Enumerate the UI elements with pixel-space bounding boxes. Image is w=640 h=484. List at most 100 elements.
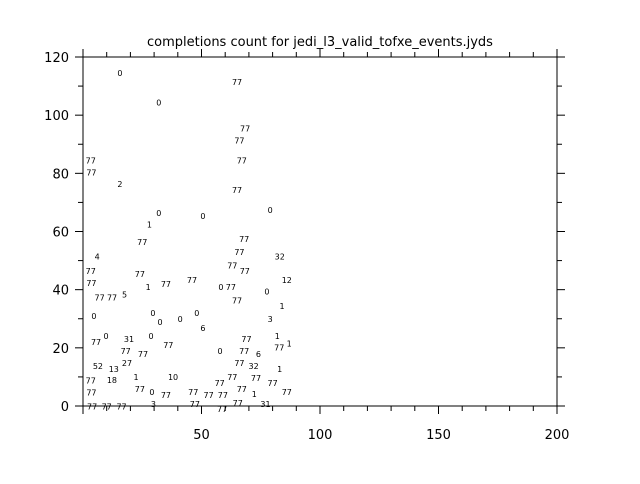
data-point-label: 31 (260, 400, 270, 409)
data-point-label: 77 (94, 293, 104, 302)
data-point-label: 0 (156, 209, 161, 218)
data-point-label: 77 (232, 78, 242, 87)
data-point-label: 77 (204, 391, 214, 400)
data-point-label: 77 (121, 347, 131, 356)
data-point-label: 77 (232, 186, 242, 195)
data-point-label: 77 (188, 388, 198, 397)
y-tick-label: 20 (52, 342, 69, 357)
data-point-label: 52 (93, 362, 103, 371)
data-point-label: 77 (251, 374, 261, 383)
data-point-label: 4 (95, 253, 100, 262)
data-point-label: 77 (187, 276, 197, 285)
data-point-label: 77 (241, 335, 251, 344)
data-point-label: 77 (232, 296, 242, 305)
data-point-label: 77 (215, 379, 225, 388)
y-tick-label: 100 (44, 109, 69, 124)
data-point-label: 31 (124, 335, 134, 344)
data-point-label: 77 (240, 267, 250, 276)
data-point-label: 27 (122, 359, 132, 368)
data-point-label: 0 (117, 69, 122, 78)
data-point-label: 77 (226, 283, 236, 292)
data-point-label: 77 (86, 169, 96, 178)
data-point-label: 77 (116, 402, 126, 411)
data-point-label: 77 (227, 261, 237, 270)
data-point-label: 77 (137, 238, 147, 247)
y-tick-label: 40 (52, 284, 69, 299)
data-point-label: 1 (147, 221, 152, 230)
data-point-label: 77 (161, 391, 171, 400)
data-point-label: 0 (157, 318, 162, 327)
data-point-label: 1 (146, 283, 151, 292)
data-point-label: 6 (256, 350, 261, 359)
data-point-label: 1 (287, 339, 292, 348)
data-point-label: 12 (282, 276, 292, 285)
data-point-label: 0 (149, 388, 154, 397)
y-tick-label: 60 (52, 226, 69, 241)
y-tick-label: 0 (61, 400, 69, 415)
data-point-label: 77 (102, 402, 112, 411)
data-point-label: 3 (268, 315, 273, 324)
data-point-label: 0 (178, 315, 183, 324)
data-point-label: 77 (138, 350, 148, 359)
data-point-label: 77 (163, 341, 173, 350)
x-tick-label: 50 (193, 428, 210, 443)
data-point-label: 77 (227, 373, 237, 382)
data-point-label: 32 (275, 253, 285, 262)
data-point-label: 10 (168, 373, 178, 382)
data-point-label: 1 (280, 302, 285, 311)
data-point-label: 0 (194, 309, 199, 318)
data-point-label: 77 (86, 279, 96, 288)
y-tick-label: 80 (52, 167, 69, 182)
data-point-label: 0 (156, 99, 161, 108)
data-point-label: 0 (150, 309, 155, 318)
data-point-label: 77 (86, 377, 96, 386)
data-point-label: 0 (103, 332, 108, 341)
x-tick-label: 100 (308, 428, 333, 443)
data-point-label: 6 (200, 324, 205, 333)
data-point-label: 0 (91, 312, 96, 321)
data-point-label: 1 (275, 332, 280, 341)
data-point-label: 77 (237, 385, 247, 394)
data-point-label: 1 (277, 365, 282, 374)
plot-frame (82, 56, 558, 407)
data-point-label: 77 (274, 344, 284, 353)
data-point-label: 77 (239, 235, 249, 244)
data-point-label: 3 (151, 400, 156, 409)
x-tick-label: 150 (426, 428, 451, 443)
data-point-label: 77 (234, 136, 244, 145)
chart-title: completions count for jedi_l3_valid_tofx… (147, 35, 493, 50)
data-point-label: 0 (264, 288, 269, 297)
data-point-label: 77 (161, 280, 171, 289)
data-point-label: 77 (135, 385, 145, 394)
x-tick-label: 200 (545, 428, 570, 443)
data-point-label: 77 (239, 347, 249, 356)
data-point-label: 77 (233, 399, 243, 408)
data-point-label: 77 (190, 400, 200, 409)
data-point-label: 0 (200, 212, 205, 221)
data-point-label: 77 (268, 379, 278, 388)
data-point-label: 18 (107, 376, 117, 385)
data-point-label: 0 (268, 206, 273, 215)
y-tick-label: 120 (44, 51, 69, 66)
data-point-label: 77 (87, 402, 97, 411)
data-point-label: 77 (234, 359, 244, 368)
data-point-label: 0 (148, 332, 153, 341)
data-point-label: 77 (86, 157, 96, 166)
data-point-label: 2 (117, 180, 122, 189)
data-point-label: 77 (237, 157, 247, 166)
data-point-label: 77 (107, 293, 117, 302)
data-point-label: 5 (122, 290, 127, 299)
data-point-label: 0 (218, 283, 223, 292)
data-point-label: 77 (234, 248, 244, 257)
data-point-label: 1 (134, 373, 139, 382)
data-point-label: 77 (91, 338, 101, 347)
data-point-label: 77 (240, 125, 250, 134)
data-point-label: 77 (282, 388, 292, 397)
data-point-label: 77 (217, 405, 227, 414)
data-point-label: 0 (217, 347, 222, 356)
data-point-label: 13 (109, 365, 119, 374)
data-point-label: 77 (86, 267, 96, 276)
